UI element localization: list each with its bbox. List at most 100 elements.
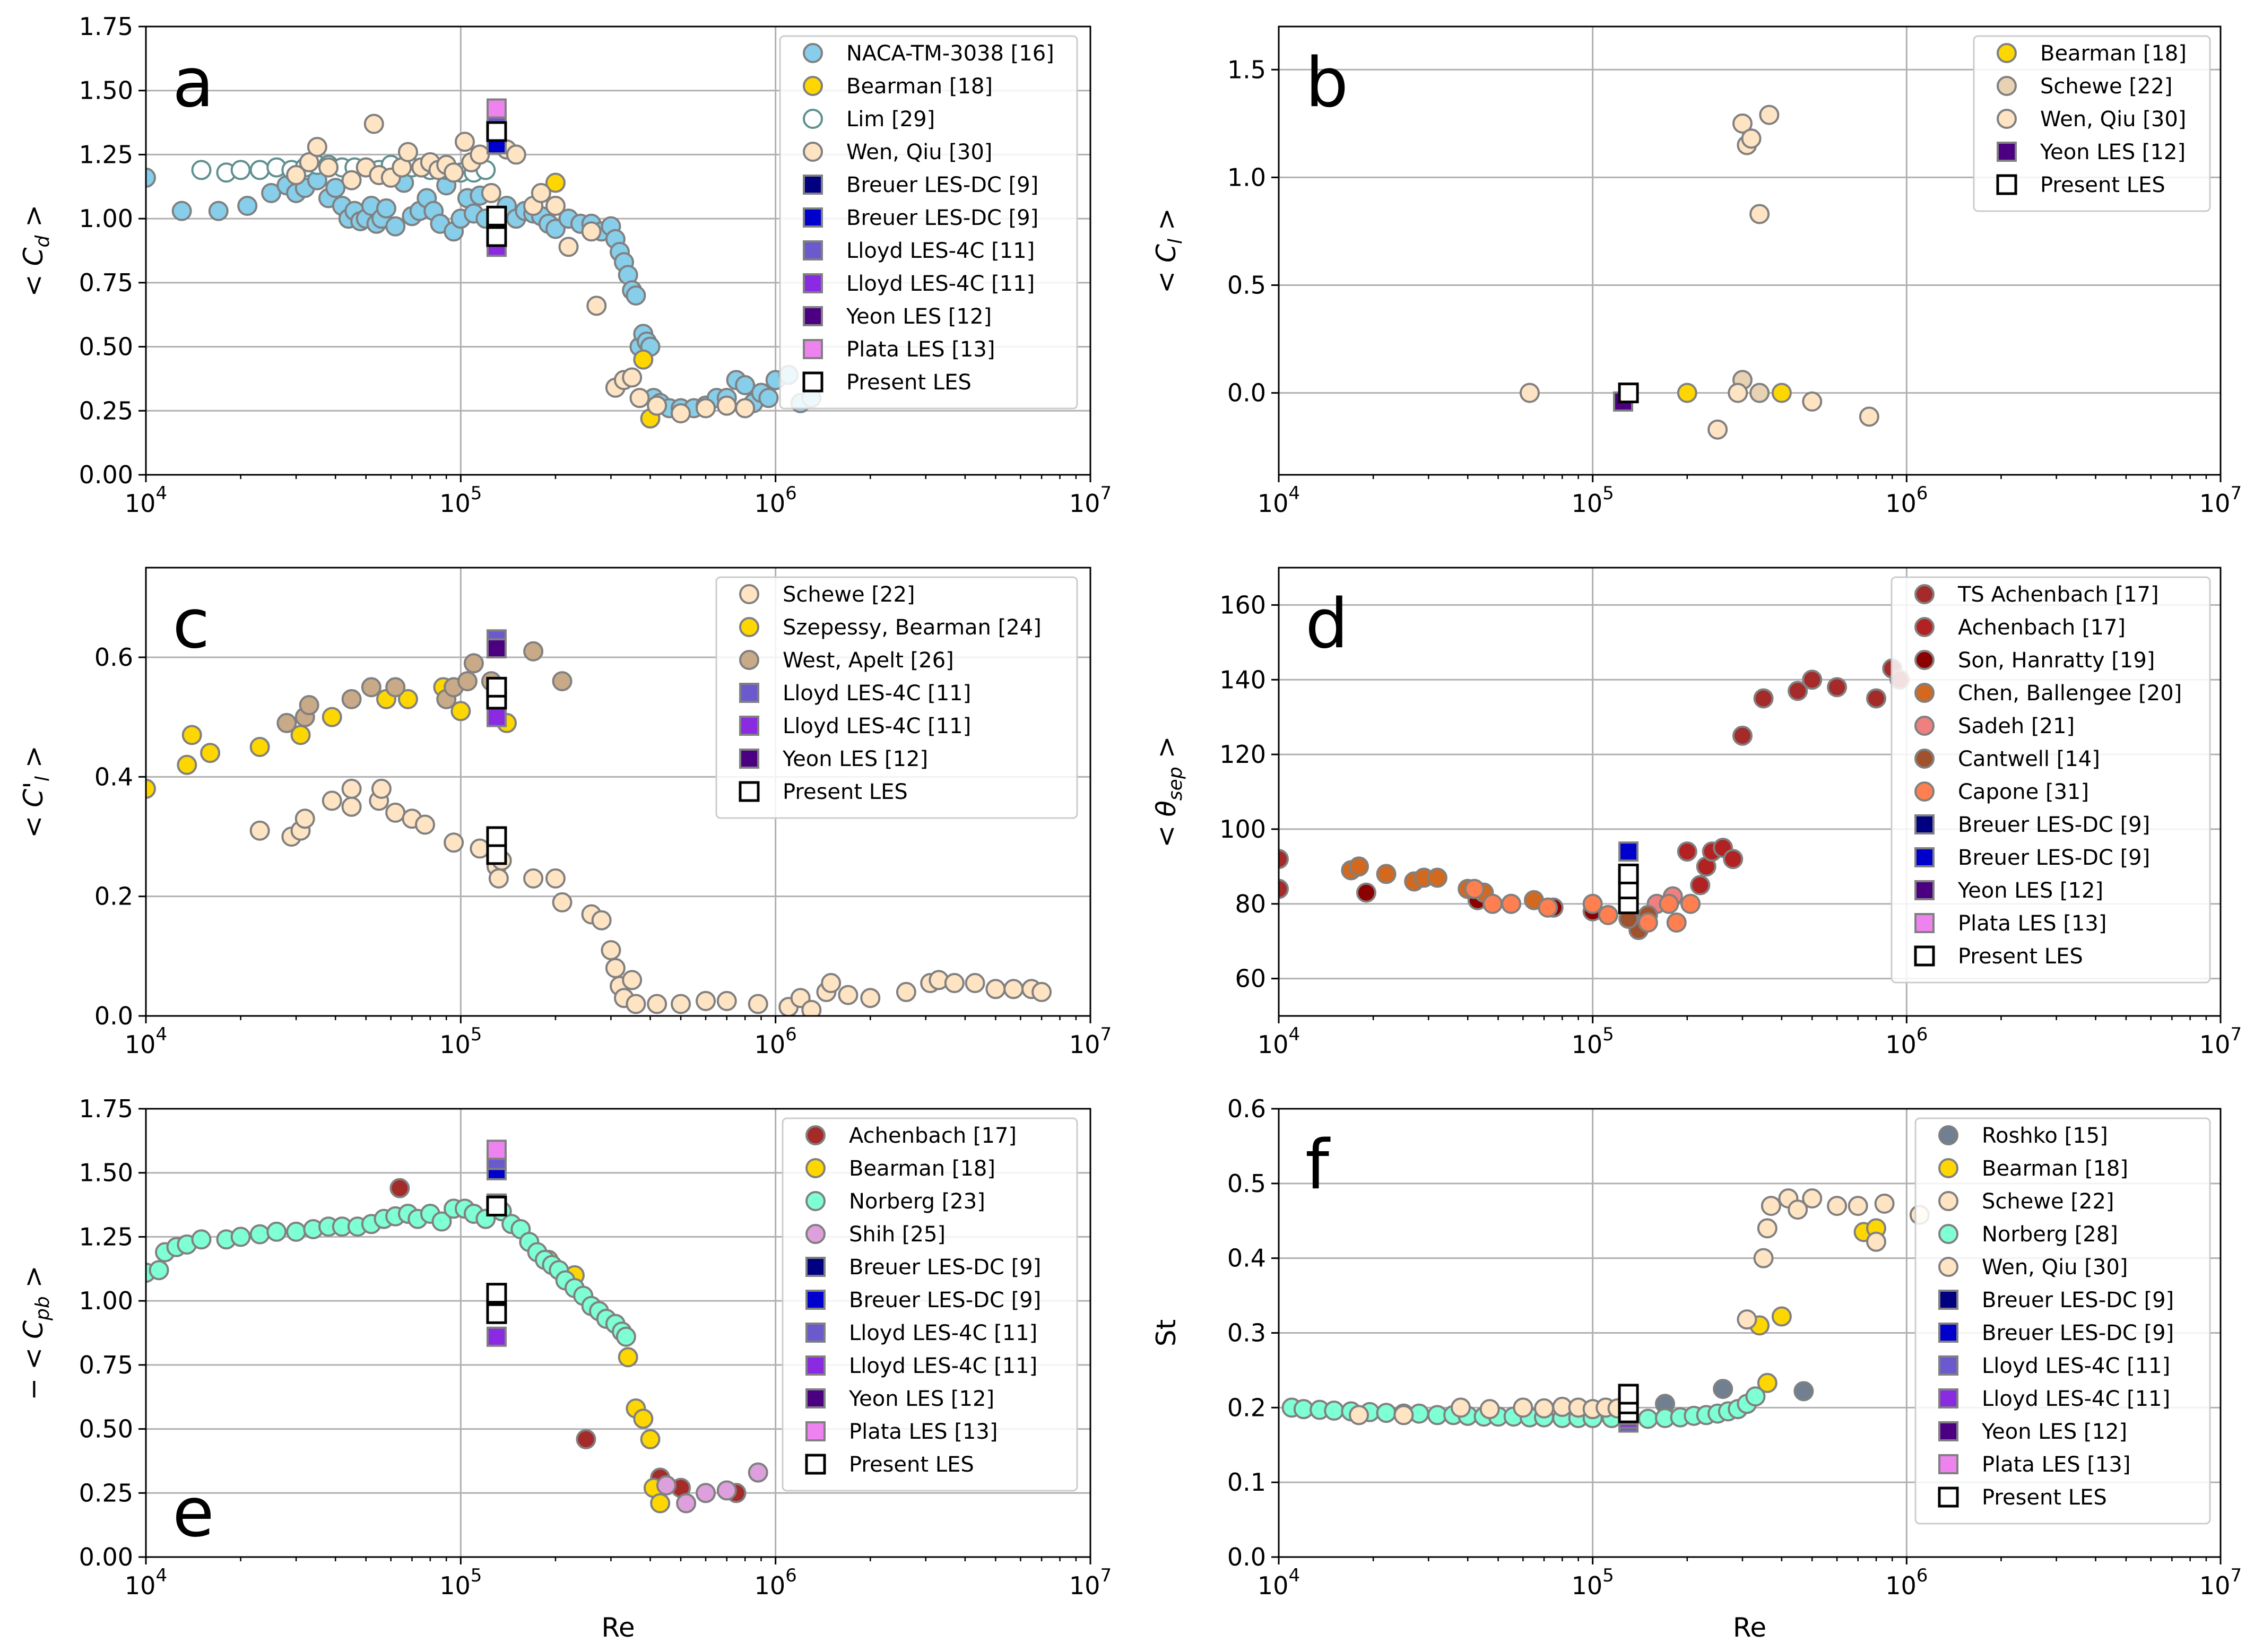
x-tick-label: 105 bbox=[1572, 1565, 1614, 1600]
data-point-present-les bbox=[486, 844, 507, 865]
legend-marker-achenbach-17 bbox=[805, 1125, 826, 1145]
x-tick-label: 105 bbox=[439, 1565, 482, 1600]
y-tick-label: 120 bbox=[1219, 740, 1266, 769]
data-point-present-les bbox=[486, 1283, 507, 1304]
panel-letter: a bbox=[172, 44, 214, 123]
data-point-wen-qiu-30 bbox=[1393, 1405, 1414, 1425]
data-point-norberg-28 bbox=[1745, 1386, 1766, 1407]
data-point-present-les bbox=[486, 121, 507, 142]
data-point-wen-qiu-30 bbox=[622, 367, 643, 388]
data-point-norberg-23 bbox=[230, 1227, 251, 1247]
data-point-schewe-22 bbox=[1737, 1309, 1757, 1330]
panel-a: 104 105 106 107 0.00 0.25 0.50 0.75 1.00 1.25 1.50… bbox=[18, 12, 1112, 518]
data-point-szepessy-bearman-24 bbox=[181, 725, 202, 745]
legend-marker-lloyd-les-4c-11 bbox=[739, 716, 759, 736]
legend-marker-present-les bbox=[1914, 945, 1935, 967]
legend-marker-son-hanratty-19 bbox=[1914, 650, 1935, 670]
data-point-wen-qiu-30 bbox=[647, 395, 667, 416]
y-tick-label: 0.25 bbox=[79, 396, 133, 425]
data-point-capone-31 bbox=[1501, 893, 1522, 914]
data-point-schewe-22 bbox=[1757, 1218, 1778, 1239]
data-point-capone-31 bbox=[1582, 893, 1603, 914]
data-point-norberg-28 bbox=[1324, 1400, 1345, 1421]
axes-frame bbox=[145, 1108, 1091, 1558]
legend-marker-ts-achenbach-17 bbox=[1914, 584, 1935, 604]
legend-marker-plata-les-13 bbox=[1914, 913, 1935, 933]
legend-label: Norberg [23] bbox=[849, 1189, 985, 1214]
legend-label: Wen, Qiu [30] bbox=[2040, 107, 2186, 132]
legend-marker-wen-qiu-30 bbox=[803, 142, 823, 162]
data-point-schewe-22 bbox=[249, 820, 270, 841]
legend-marker-lloyd-les-4c-11 bbox=[1938, 1388, 1958, 1408]
data-point-wen-qiu-30 bbox=[545, 196, 566, 216]
legend-label: Wen, Qiu [30] bbox=[846, 140, 992, 164]
panel-letter: e bbox=[172, 1473, 214, 1552]
legend-marker-bearman-18 bbox=[1938, 1158, 1958, 1178]
x-tick-label: 106 bbox=[755, 1565, 797, 1600]
data-point-schewe-22 bbox=[821, 973, 842, 994]
legend-marker-plata-les-13 bbox=[805, 1421, 826, 1441]
data-point-lim-29 bbox=[191, 160, 212, 180]
y-tick-label: 0.0 bbox=[1227, 1543, 1266, 1571]
data-point-schewe-22 bbox=[1848, 1196, 1868, 1216]
data-point-schewe-22 bbox=[591, 910, 612, 931]
data-point-szepessy-bearman-24 bbox=[322, 707, 342, 727]
data-points bbox=[1519, 105, 1879, 440]
data-point-lim-29 bbox=[249, 160, 270, 180]
data-point-capone-31 bbox=[1598, 905, 1618, 925]
legend-marker-lloyd-les-4c-11 bbox=[803, 240, 823, 260]
data-point-west-apelt-26 bbox=[276, 712, 297, 733]
data-point-wen-qiu-30 bbox=[735, 398, 756, 419]
x-tick-label: 105 bbox=[1572, 483, 1614, 518]
data-point-present-les bbox=[486, 205, 507, 227]
legend-label: Present LES bbox=[1982, 1485, 2107, 1510]
data-point-bearman-18 bbox=[650, 1493, 671, 1514]
data-point-bearman-18 bbox=[1771, 1306, 1792, 1327]
data-point-norberg-23 bbox=[266, 1221, 287, 1242]
axes-frame bbox=[1278, 25, 2222, 476]
x-tick-label: 107 bbox=[2199, 1565, 2242, 1600]
data-point-schewe-22 bbox=[444, 832, 464, 853]
data-point-norberg-23 bbox=[431, 1211, 452, 1232]
data-point-achenbach-17 bbox=[389, 1178, 410, 1198]
data-point-schewe-22 bbox=[341, 796, 362, 817]
legend-label: Wen, Qiu [30] bbox=[1982, 1255, 2128, 1280]
legend-marker-lloyd-les-4c-11 bbox=[805, 1323, 826, 1343]
data-point-wen-qiu-30 bbox=[1513, 1397, 1533, 1418]
data-point-wen-qiu-30 bbox=[1349, 1405, 1369, 1425]
data-point-west-apelt-26 bbox=[552, 671, 573, 692]
data-point-ts-achenbach-17 bbox=[1279, 849, 1289, 870]
data-point-west-apelt-26 bbox=[457, 671, 478, 692]
data-point-capone-31 bbox=[1637, 912, 1658, 933]
data-point-bearman-18 bbox=[633, 1408, 654, 1429]
y-tick-label: 1.0 bbox=[1227, 163, 1266, 192]
y-tick-label: 1.50 bbox=[79, 76, 133, 105]
legend-marker-breuer-les-dc-9 bbox=[1914, 814, 1935, 834]
data-point-wen-qiu-30 bbox=[307, 136, 327, 157]
y-tick-label: 60 bbox=[1235, 964, 1266, 993]
data-point-wen-qiu-30 bbox=[506, 144, 526, 165]
legend-label: Yeon LES [12] bbox=[848, 1387, 994, 1411]
data-point-norberg-23 bbox=[615, 1326, 636, 1347]
x-axis-title: Re bbox=[1733, 1612, 1766, 1643]
y-tick-label: 0.75 bbox=[79, 268, 133, 297]
legend-label: Lloyd LES-4C [11] bbox=[783, 714, 971, 738]
x-tick-label: 104 bbox=[125, 483, 167, 518]
data-point-schewe-22 bbox=[1031, 981, 1052, 1002]
data-point-wen-qiu-30 bbox=[1802, 391, 1823, 412]
data-point-wen-qiu-30 bbox=[558, 237, 579, 257]
legend-marker-present-les bbox=[739, 781, 760, 802]
data-point-wen-qiu-30 bbox=[1749, 204, 1770, 224]
legend-marker-yeon-les-12 bbox=[739, 749, 759, 769]
data-point-schewe-22 bbox=[414, 814, 435, 835]
data-point-bearman-18 bbox=[1757, 1372, 1778, 1393]
legend-label: Present LES bbox=[783, 780, 908, 804]
y-tick-label: 0.75 bbox=[79, 1351, 133, 1379]
data-point-west-apelt-26 bbox=[523, 641, 544, 662]
y-tick-label: 1.25 bbox=[79, 1222, 133, 1251]
data-point-yeon-les-12 bbox=[486, 638, 507, 659]
legend-label: Lim [29] bbox=[846, 107, 935, 132]
data-point-schewe-22 bbox=[523, 868, 544, 889]
data-point-wen-qiu-30 bbox=[318, 157, 339, 178]
legend-label: Present LES bbox=[1958, 944, 2083, 969]
